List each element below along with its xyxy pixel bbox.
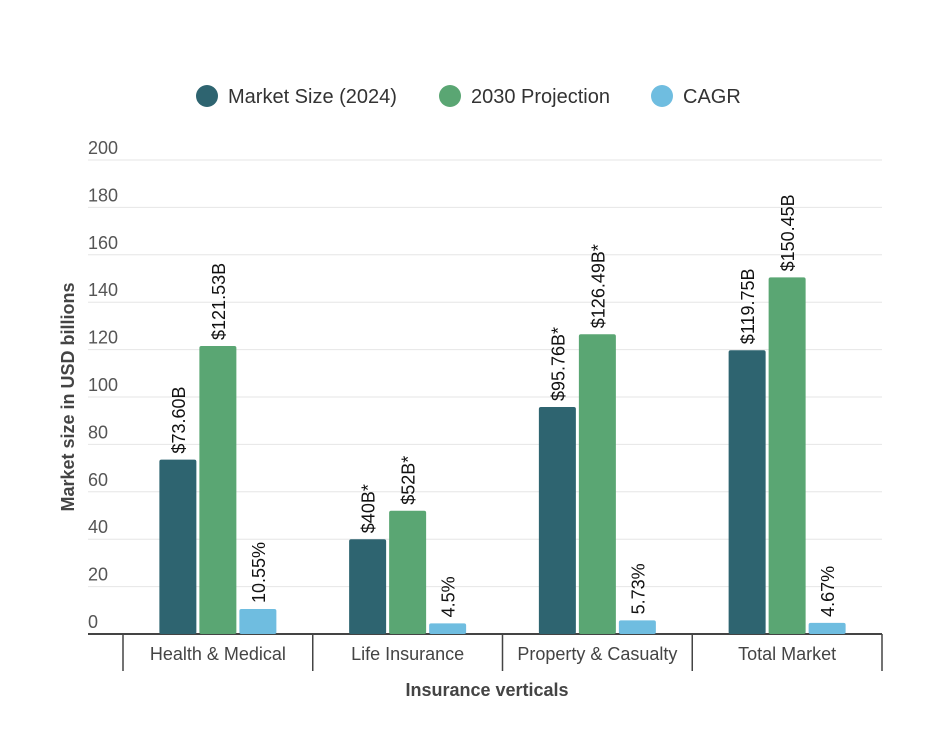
legend-label: CAGR (683, 86, 741, 108)
bar (618, 620, 656, 634)
data-label: 5.73% (628, 563, 648, 614)
bar (808, 622, 846, 634)
bar (349, 539, 387, 634)
y-tick-label: 200 (88, 138, 118, 158)
data-label: $150.45B (778, 194, 798, 271)
y-tick-label: 20 (88, 565, 108, 585)
data-label: $121.53B (209, 263, 229, 340)
x-tick-label: Health & Medical (150, 644, 286, 664)
y-tick-label: 60 (88, 470, 108, 490)
y-tick-label: 160 (88, 233, 118, 253)
legend-marker (196, 85, 218, 107)
y-axis-title: Market size in USD billions (58, 282, 78, 511)
bar (429, 623, 467, 634)
x-axis-title: Insurance verticals (405, 680, 568, 700)
legend-label: Market Size (2024) (228, 86, 397, 108)
legend-marker (439, 85, 461, 107)
data-label: $119.75B (738, 268, 758, 344)
legend-label: 2030 Projection (471, 86, 610, 108)
bar (159, 459, 197, 634)
data-label: $73.60B (169, 387, 189, 454)
y-tick-label: 0 (88, 612, 98, 632)
y-tick-label: 140 (88, 280, 118, 300)
bar (538, 407, 576, 634)
legend-marker (651, 85, 673, 107)
bar (768, 277, 806, 634)
bar (239, 608, 277, 634)
data-label: 10.55% (249, 542, 269, 603)
bar (199, 345, 237, 634)
bar (728, 350, 766, 634)
y-tick-label: 40 (88, 517, 108, 537)
data-label: $40B* (359, 484, 379, 533)
x-tick-label: Total Market (738, 644, 836, 664)
x-tick-label: Life Insurance (351, 644, 464, 664)
y-tick-label: 180 (88, 185, 118, 205)
y-tick-label: 120 (88, 328, 118, 348)
data-label: $52B* (399, 456, 419, 505)
bar (578, 334, 616, 634)
data-label: $95.76B* (548, 327, 568, 401)
x-tick-label: Property & Casualty (517, 644, 677, 664)
data-label: 4.67% (818, 566, 838, 617)
y-tick-label: 100 (88, 375, 118, 395)
data-label: $126.49B* (588, 244, 608, 328)
data-label: 4.5% (439, 576, 459, 617)
bar (389, 510, 427, 634)
y-tick-label: 80 (88, 422, 108, 442)
